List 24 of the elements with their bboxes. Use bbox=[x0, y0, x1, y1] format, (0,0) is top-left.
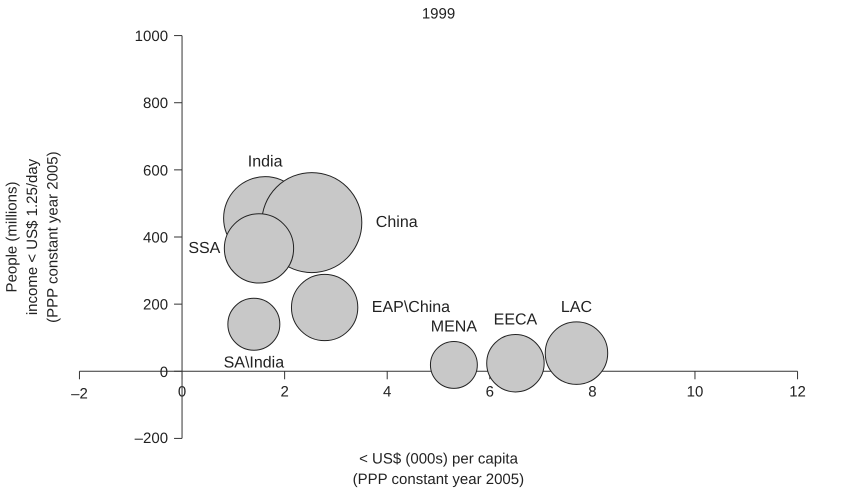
x-tick-label: –2 bbox=[71, 385, 88, 402]
series-label: MENA bbox=[430, 318, 478, 336]
series-label: SSA bbox=[188, 240, 221, 257]
x-tick-label: 4 bbox=[383, 383, 392, 400]
y-tick-label: –200 bbox=[134, 430, 168, 447]
x-tick-label: 6 bbox=[486, 383, 494, 400]
series-label: EAP\China bbox=[372, 298, 450, 316]
x-tick-label: 8 bbox=[588, 383, 597, 400]
y-tick-label: 200 bbox=[143, 296, 168, 314]
series-label: SA\India bbox=[224, 354, 284, 372]
x-tick-label: 2 bbox=[280, 383, 289, 400]
series-label: EECA bbox=[494, 311, 538, 328]
x-axis-title: < US$ (000s) per capita (PPP constant year 2005) bbox=[352, 450, 524, 488]
y-tick-label: 400 bbox=[143, 230, 168, 246]
x-tick-label: 10 bbox=[686, 383, 704, 400]
x-tick-label: 12 bbox=[789, 383, 806, 400]
y-tick-label: 800 bbox=[143, 95, 168, 112]
chart-title: 1999 bbox=[422, 6, 456, 22]
y-tick-label: 600 bbox=[143, 162, 168, 180]
series-label: India bbox=[248, 154, 283, 171]
y-tick-label: 1000 bbox=[134, 28, 168, 46]
y-axis-title: People (millions) income < US$ 1.25/day (PPP constant year 2005) bbox=[4, 151, 62, 323]
series-label: China bbox=[376, 214, 418, 232]
series-label: LAC bbox=[560, 298, 592, 316]
